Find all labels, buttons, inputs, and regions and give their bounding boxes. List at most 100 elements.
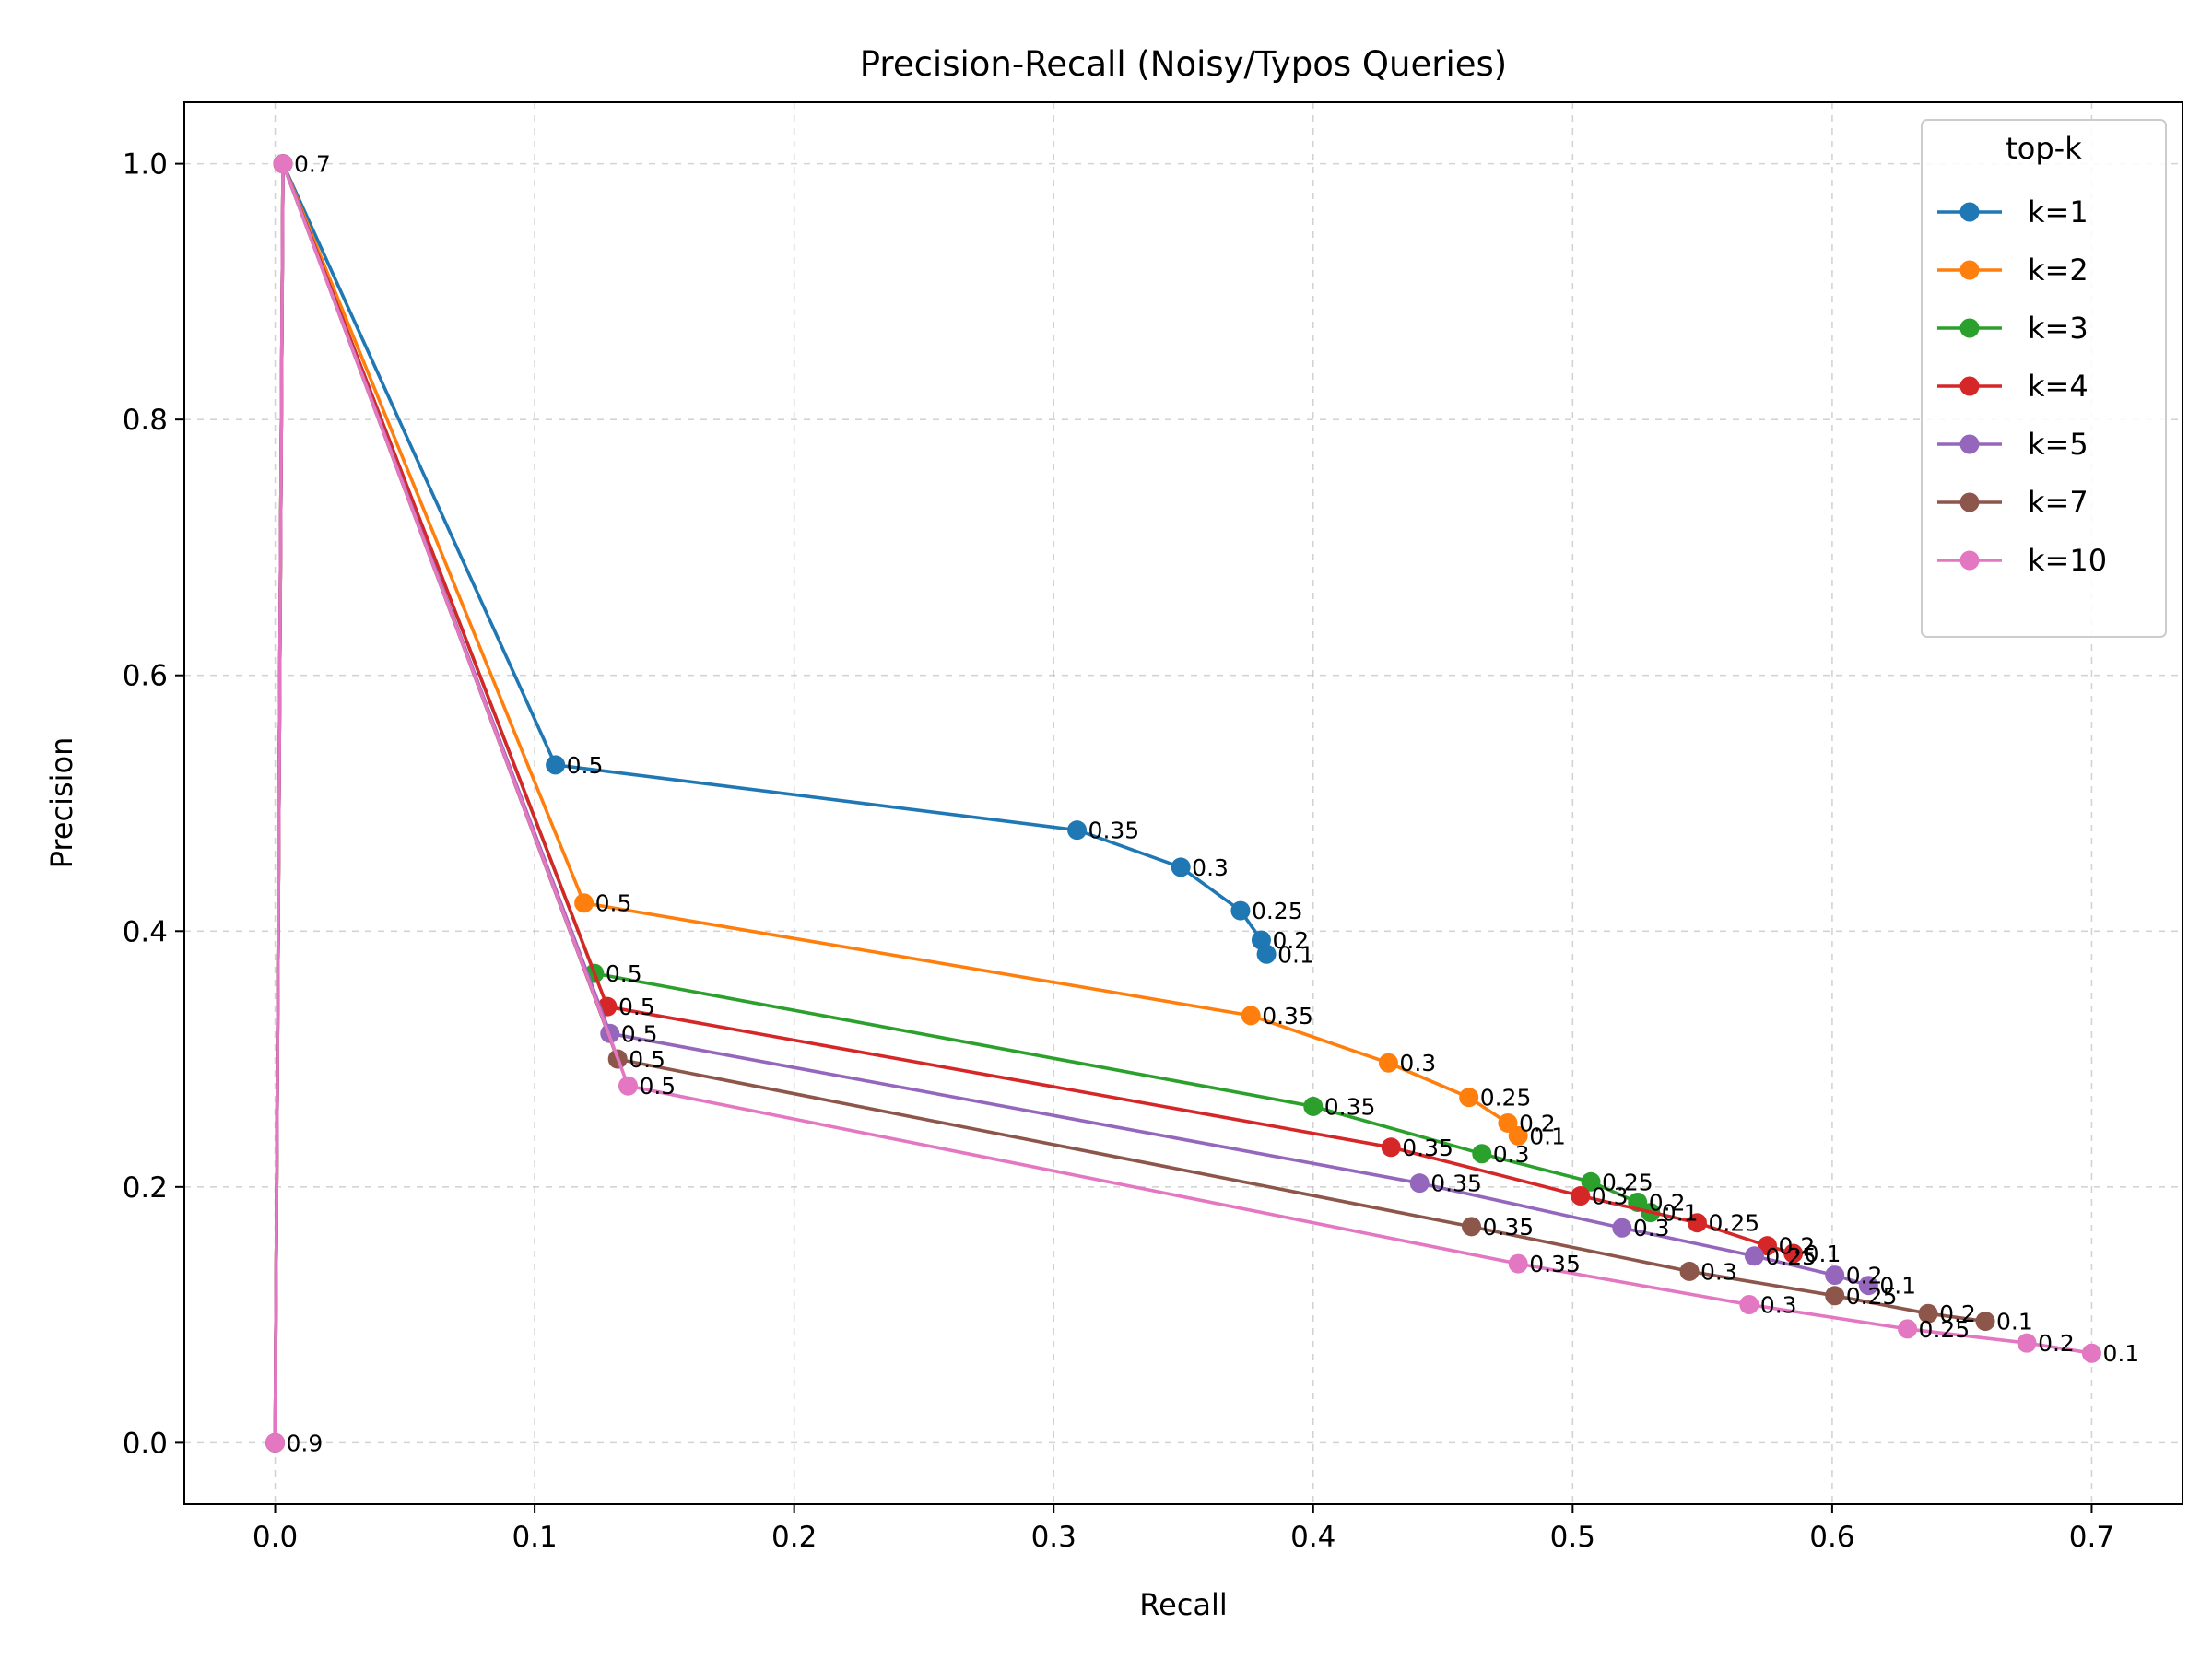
- legend-entry: k=4: [1937, 369, 2088, 404]
- point-label: 0.2: [1649, 1189, 1686, 1216]
- data-point: [1898, 1319, 1918, 1339]
- data-point: [1612, 1218, 1632, 1238]
- legend-swatch-marker: [1959, 434, 1980, 454]
- data-point: [1687, 1213, 1707, 1233]
- point-label: 0.25: [1846, 1283, 1898, 1310]
- x-tick-label: 0.2: [771, 1521, 817, 1554]
- plot-frame: [183, 101, 2183, 1505]
- x-tick-label: 0.6: [1809, 1521, 1854, 1554]
- y-tick-label: 0.2: [123, 1171, 168, 1205]
- axis-ticks: 0.0 0.1 0.2 0.3 0.4 0.5 0.6 0.70.00.20.40.60.81…: [123, 148, 2114, 1554]
- legend-swatch-marker: [1959, 260, 1980, 280]
- point-labels: 0.50.350.30.250.20.10.50.350.30.250.20.1…: [287, 151, 2140, 1457]
- y-tick-label: 1.0: [123, 148, 168, 182]
- data-point: [1744, 1246, 1764, 1266]
- data-point: [1459, 1088, 1479, 1108]
- point-label: 0.25: [1765, 1243, 1817, 1270]
- data-point: [1241, 1006, 1261, 1026]
- y-tick-label: 0.0: [123, 1427, 168, 1460]
- legend-entry: k=2: [1937, 253, 2088, 288]
- legend-entry: k=5: [1937, 427, 2088, 462]
- point-label: 0.9: [287, 1430, 324, 1456]
- point-label: 0.1: [1277, 941, 1314, 968]
- data-point: [265, 1432, 286, 1453]
- data-point: [1975, 1312, 1995, 1332]
- point-label: 0.3: [1633, 1215, 1670, 1241]
- data-point: [1571, 1186, 1591, 1206]
- data-point: [1508, 1253, 1528, 1274]
- point-label: 0.1: [1996, 1309, 2033, 1335]
- legend-box: [1921, 119, 2167, 638]
- series-k=10: [265, 154, 2101, 1453]
- x-tick-label: 0.7: [2069, 1521, 2114, 1554]
- point-label: 0.2: [1519, 1110, 1556, 1136]
- point-label: 0.1: [1662, 1200, 1699, 1227]
- data-point: [1581, 1171, 1601, 1192]
- legend-entry: k=1: [1937, 194, 2088, 229]
- y-tick-label: 0.4: [123, 915, 168, 948]
- legend-label: k=5: [2028, 427, 2088, 462]
- x-tick-label: 0.3: [1031, 1521, 1077, 1554]
- legend-label: k=2: [2028, 253, 2088, 288]
- legend: top-k k=1 k=2 k=3 k=4 k=5 k=7 k=10: [1921, 119, 2167, 638]
- y-tick-label: 0.6: [123, 660, 168, 693]
- legend-entry: k=10: [1937, 543, 2107, 578]
- point-label: 0.25: [1919, 1316, 1971, 1343]
- point-label: 0.25: [1252, 898, 1303, 924]
- y-axis-label: Precision: [44, 737, 79, 869]
- data-point: [1825, 1265, 1845, 1286]
- legend-swatch-marker: [1959, 550, 1980, 571]
- data-point: [1409, 1173, 1430, 1194]
- legend-swatch-marker: [1959, 202, 1980, 222]
- point-label: 0.35: [1430, 1171, 1482, 1197]
- point-label: 0.25: [1708, 1210, 1759, 1237]
- data-point: [546, 755, 566, 775]
- point-label: 0.2: [2038, 1330, 2075, 1357]
- point-label: 0.5: [621, 1020, 658, 1047]
- point-label: 0.3: [1192, 854, 1229, 881]
- legend-title: top-k: [2006, 131, 2082, 166]
- y-tick-label: 0.8: [123, 404, 168, 437]
- data-point: [2081, 1343, 2101, 1363]
- point-label: 0.3: [1760, 1292, 1797, 1319]
- data-point: [1230, 900, 1251, 921]
- legend-label: k=10: [2028, 543, 2107, 578]
- x-tick-label: 0.0: [253, 1521, 298, 1554]
- legend-label: k=3: [2028, 311, 2088, 346]
- legend-label: k=7: [2028, 485, 2088, 520]
- point-label: 0.2: [1779, 1233, 1816, 1260]
- point-label: 0.1: [1879, 1273, 1916, 1300]
- chart-title: Precision-Recall (Noisy/Typos Queries): [860, 44, 1507, 84]
- point-label: 0.2: [1272, 927, 1309, 954]
- series-layer: [265, 154, 2101, 1453]
- data-point: [1067, 820, 1088, 841]
- point-label: 0.5: [567, 752, 604, 779]
- point-label: 0.5: [606, 960, 642, 987]
- point-label: 0.5: [595, 890, 632, 917]
- legend-label: k=4: [2028, 369, 2088, 404]
- point-label: 0.3: [1700, 1258, 1737, 1285]
- data-point: [1472, 1144, 1492, 1164]
- grid-lines: [184, 102, 2183, 1504]
- data-point: [1739, 1295, 1759, 1315]
- point-label: 0.2: [1846, 1263, 1883, 1289]
- data-point: [1381, 1137, 1401, 1158]
- data-point: [574, 893, 594, 913]
- point-label: 0.35: [1324, 1093, 1376, 1120]
- x-axis-label: Recall: [1139, 1587, 1227, 1622]
- legend-swatch-marker: [1959, 318, 1980, 338]
- point-label: 0.3: [1493, 1141, 1530, 1168]
- data-point: [1825, 1286, 1845, 1306]
- data-point: [1462, 1217, 1482, 1237]
- point-label: 0.3: [1399, 1050, 1436, 1077]
- data-point: [2017, 1333, 2037, 1353]
- point-label: 0.2: [1939, 1300, 1976, 1327]
- legend-label: k=1: [2028, 194, 2088, 229]
- legend-swatch-marker: [1959, 376, 1980, 396]
- point-label: 0.35: [1529, 1251, 1581, 1277]
- point-label: 0.5: [629, 1046, 665, 1073]
- data-point: [1378, 1053, 1398, 1073]
- point-label: 0.1: [1529, 1123, 1566, 1149]
